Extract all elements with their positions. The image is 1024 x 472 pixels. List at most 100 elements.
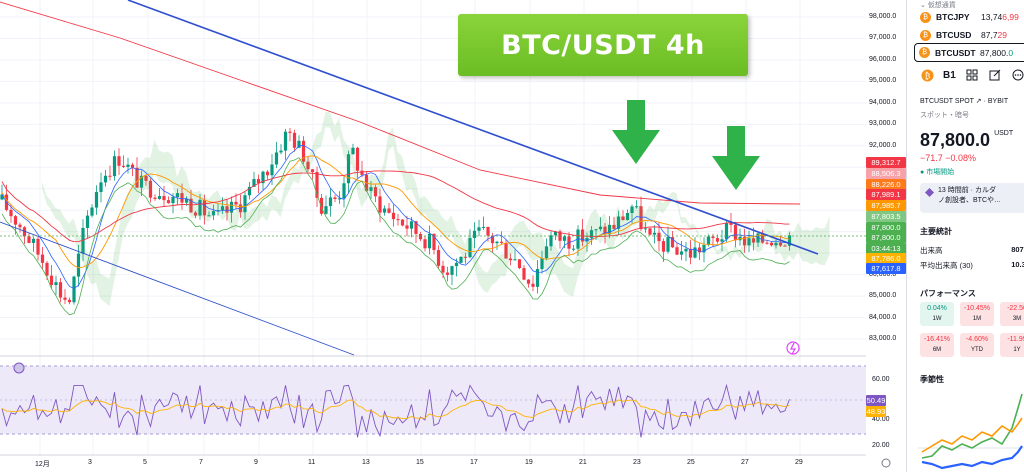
candle-body bbox=[495, 241, 499, 244]
trendline-lower bbox=[0, 221, 355, 356]
external-link-icon: ↗ bbox=[975, 98, 982, 105]
key-stats-title: 主要統計 bbox=[920, 227, 952, 236]
candle-body bbox=[211, 211, 216, 216]
candle-body bbox=[297, 140, 301, 148]
candle-body bbox=[396, 219, 400, 221]
candle-body bbox=[661, 241, 666, 252]
price-tag: 87,800.0 bbox=[866, 222, 906, 233]
candle-body bbox=[252, 179, 256, 187]
candle-body bbox=[373, 187, 378, 197]
time-axis-label: 15 bbox=[416, 459, 424, 466]
performance-period: 3M bbox=[1012, 316, 1022, 322]
watchlist-row-btcusd[interactable]: ₿ BTCUSD 87,729 bbox=[914, 26, 1024, 44]
performance-cell[interactable]: -22.56 3M bbox=[1000, 302, 1024, 326]
candle-body bbox=[202, 199, 207, 216]
candle-body bbox=[486, 226, 490, 236]
status-dot-icon: ● bbox=[920, 169, 925, 176]
price-tag: 89,312.7 bbox=[866, 157, 906, 168]
performance-period: 1M bbox=[972, 316, 982, 322]
candle-body bbox=[157, 196, 162, 199]
candle-body bbox=[333, 197, 337, 200]
svg-text:₿: ₿ bbox=[924, 70, 930, 80]
indicator-settings-icon bbox=[13, 362, 25, 374]
performance-value: -4.60% bbox=[965, 336, 989, 343]
candle-body bbox=[40, 254, 45, 263]
candle-body bbox=[108, 175, 112, 177]
candle-body bbox=[535, 269, 540, 287]
candle-body bbox=[36, 238, 40, 255]
candle-body bbox=[0, 194, 4, 200]
watchlist-row-btcusdt[interactable]: ₿ BTCUSDT 87,800.0 bbox=[914, 43, 1024, 62]
watchlist-row-btcjpy[interactable]: ₿ BTCJPY 13,746,99 bbox=[914, 8, 1024, 26]
stat-row: 平均出来高 (30)10.37 bbox=[920, 260, 1024, 270]
candle-body bbox=[702, 244, 706, 253]
performance-cell[interactable]: -4.60% YTD bbox=[960, 333, 994, 357]
seasonality-chart[interactable] bbox=[918, 388, 1024, 472]
candle-body bbox=[774, 242, 778, 246]
candle-body bbox=[522, 268, 526, 280]
candle-body bbox=[724, 223, 729, 240]
rsi-ma-line bbox=[1, 399, 790, 420]
candle-body bbox=[261, 171, 265, 184]
candle-body bbox=[265, 171, 270, 176]
candle-body bbox=[189, 198, 193, 213]
candle-body bbox=[468, 238, 472, 258]
candle-body bbox=[423, 239, 427, 249]
candle-body bbox=[31, 238, 36, 243]
bitcoin-icon: ₿ bbox=[919, 47, 930, 58]
candle-body bbox=[103, 175, 108, 183]
candle-body bbox=[193, 212, 198, 216]
price-tag: 88,226.0 bbox=[866, 179, 906, 190]
candle-body bbox=[454, 262, 459, 267]
price-axis-label: 92,000.0 bbox=[869, 141, 897, 149]
candle-body bbox=[18, 224, 22, 228]
candle-body bbox=[126, 164, 130, 167]
candle-body bbox=[310, 169, 315, 172]
time-axis-label: 12月 bbox=[35, 461, 50, 468]
news-card[interactable]: 13 時間前 · カルダ ノ創設者、BTCや… bbox=[920, 183, 1024, 213]
candle-body bbox=[544, 246, 549, 259]
chart-area[interactable]: BTC/USDT 4h 98,000.0 97,000.0 96,000.0 95,0… bbox=[0, 0, 906, 472]
price-tag: 87,803.5 bbox=[866, 211, 906, 222]
candle-body bbox=[234, 201, 238, 205]
candle-body bbox=[270, 164, 274, 176]
candle-body bbox=[94, 192, 99, 208]
performance-title: パフォーマンス bbox=[920, 289, 976, 298]
moving-average-line bbox=[1, 157, 790, 316]
candle-body bbox=[342, 183, 346, 199]
grid-icon[interactable] bbox=[965, 68, 979, 82]
performance-cell[interactable]: 0.04% 1W bbox=[920, 302, 954, 326]
candle-body bbox=[639, 206, 643, 230]
candle-body bbox=[382, 208, 387, 213]
candle-body bbox=[76, 253, 81, 277]
candle-body bbox=[369, 187, 373, 191]
bitcoin-icon: ₿ bbox=[920, 68, 934, 82]
time-axis-label: 7 bbox=[199, 459, 203, 466]
lightning-bolt bbox=[790, 342, 797, 355]
performance-cell[interactable]: -16.41% 6M bbox=[920, 333, 954, 357]
performance-cell[interactable]: -10.45% 1M bbox=[960, 302, 994, 326]
symbol-title-line: BTCUSDT SPOT ↗ · BYBIT bbox=[920, 98, 1009, 105]
performance-cell[interactable]: -11.99 1Y bbox=[1000, 333, 1024, 357]
performance-value: -10.45% bbox=[963, 305, 991, 312]
edit-icon[interactable] bbox=[988, 68, 1002, 82]
candle-body bbox=[171, 196, 175, 204]
market-status: ● 市場開始 bbox=[920, 169, 955, 176]
rsi-value-tag: 48.93 bbox=[866, 406, 886, 417]
candle-body bbox=[751, 238, 756, 243]
price-tag: 87,617.8 bbox=[866, 263, 906, 274]
candle-body bbox=[247, 186, 252, 196]
price-chart[interactable] bbox=[0, 0, 906, 472]
candle-body bbox=[711, 236, 715, 239]
candle-body bbox=[783, 245, 787, 247]
bitcoin-icon: ₿ bbox=[920, 29, 931, 41]
panel-divider[interactable] bbox=[906, 0, 907, 472]
candle-body bbox=[742, 236, 747, 246]
toolbar-b1[interactable]: B1 bbox=[943, 69, 956, 81]
candle-body bbox=[27, 236, 31, 243]
candle-body bbox=[387, 208, 391, 213]
price-axis-label: 93,000.0 bbox=[869, 120, 897, 128]
candle-body bbox=[414, 221, 418, 234]
more-icon[interactable] bbox=[1011, 68, 1024, 82]
watchlist-section-header[interactable]: ⌄ 仮想通貨 bbox=[920, 2, 956, 9]
